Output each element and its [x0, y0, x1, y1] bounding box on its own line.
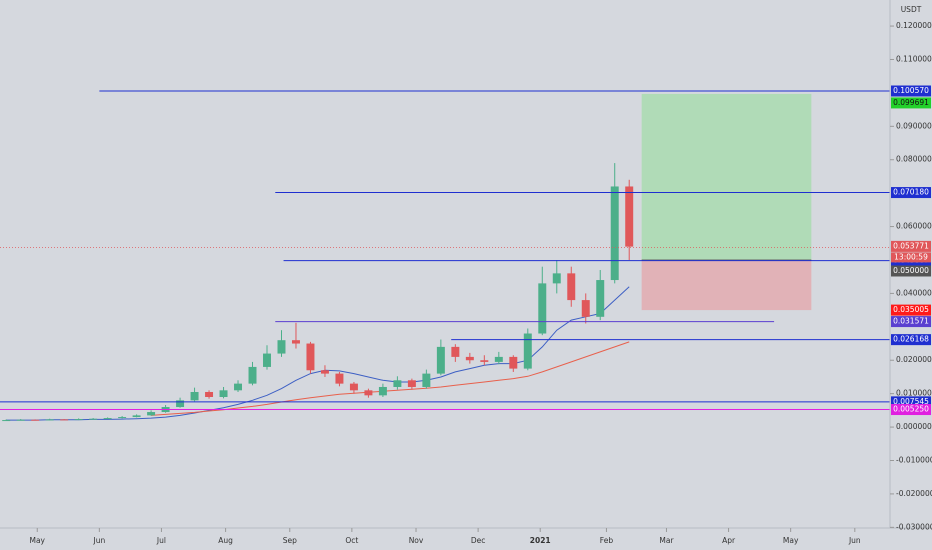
candle-body: [16, 419, 25, 421]
x-tick-label: Aug: [218, 536, 233, 545]
candle-body: [480, 360, 489, 362]
y-tick-label: 0.080000: [896, 155, 932, 164]
x-tick-label: Jun: [848, 536, 861, 545]
last-price-box: [891, 240, 931, 252]
entry-label-box: [891, 265, 931, 277]
level-label-box: [891, 404, 931, 416]
candle-body: [234, 383, 243, 391]
x-tick-label: Sep: [283, 536, 297, 545]
last-price-text: 0.053771: [893, 241, 929, 250]
candle-body: [176, 400, 185, 408]
candle-body: [407, 380, 416, 387]
entry-label-text: 0.050000: [893, 266, 929, 275]
candle-body: [378, 386, 387, 396]
y-tick-label: 0.060000: [896, 222, 932, 231]
x-tick-label: Dec: [471, 536, 486, 545]
candle-body: [364, 390, 373, 396]
x-tick-label: Mar: [659, 536, 674, 545]
candle-body: [552, 273, 561, 284]
y-tick-label: 0.040000: [896, 288, 932, 297]
candle-body: [205, 391, 214, 398]
candle-body: [393, 380, 402, 387]
candle-body: [596, 280, 605, 317]
level-label-text: 0.031571: [893, 317, 929, 326]
candle-body: [422, 373, 431, 387]
candle-body: [465, 356, 474, 361]
candle-body: [567, 273, 576, 301]
candle-body: [2, 420, 11, 422]
candle-body: [610, 186, 619, 281]
candle-body: [494, 356, 503, 362]
x-tick-label: May: [783, 536, 799, 545]
x-tick-label: May: [29, 536, 45, 545]
level-label-text: 0.026168: [893, 335, 929, 344]
level-label-box: [891, 316, 931, 328]
candle-body: [45, 419, 54, 421]
level-label-text: 0.005250: [893, 405, 929, 414]
candle-body: [31, 419, 40, 421]
candle-body: [436, 346, 445, 374]
candle-body: [349, 383, 358, 391]
candle-body: [89, 418, 98, 420]
candle-body: [219, 390, 228, 398]
countdown-box: [891, 252, 931, 263]
profit-zone: [641, 93, 812, 260]
y-tick-label: -0.010000: [896, 455, 932, 464]
level-label-text: 0.070180: [893, 188, 929, 197]
candle-body: [132, 415, 141, 418]
y-tick-label: 0.110000: [896, 54, 932, 63]
candle-body: [74, 419, 83, 421]
candle-body: [451, 346, 460, 357]
candle-body: [523, 333, 532, 369]
candle-body: [263, 353, 271, 367]
x-tick-label: 2021: [530, 536, 551, 545]
candle-body: [291, 340, 300, 344]
target-label-box: [891, 97, 931, 109]
candle-body: [320, 370, 329, 374]
y-tick-label: -0.020000: [896, 489, 932, 498]
candle-body: [509, 356, 518, 369]
plot-area: [0, 90, 890, 422]
y-tick-label: 0.090000: [896, 121, 932, 130]
candle-body: [190, 391, 199, 401]
candle-body: [306, 343, 315, 371]
countdown-text: 13:00:59: [894, 252, 928, 261]
target-label-text: 0.099691: [893, 98, 929, 107]
stop-label-box: [891, 304, 931, 316]
moving-average: [151, 341, 630, 416]
level-label-box: [891, 187, 931, 199]
x-tick-label: Oct: [345, 536, 358, 545]
candle-body: [581, 300, 590, 317]
unit-label: USDT: [901, 5, 922, 14]
loss-zone: [641, 259, 812, 311]
x-tick-label: Nov: [409, 536, 424, 545]
level-label-text: 0.100570: [893, 86, 929, 95]
candle-body: [538, 283, 547, 334]
level-label-box: [891, 396, 931, 408]
level-label-box: [891, 334, 931, 346]
candle-body: [147, 412, 156, 416]
candle-body: [248, 366, 257, 384]
y-tick-label: 0.120000: [896, 21, 932, 30]
candle-body: [118, 417, 127, 419]
y-tick-label: 0.020000: [896, 355, 932, 364]
x-tick-label: Apr: [722, 536, 736, 545]
x-tick-label: Feb: [600, 536, 614, 545]
candle-body: [335, 373, 344, 384]
y-tick-label: 0.000000: [896, 422, 932, 431]
stop-label-text: 0.035005: [893, 305, 929, 314]
level-label-text: 0.007545: [893, 397, 929, 406]
x-tick-label: Jul: [156, 536, 166, 545]
y-tick-label: -0.030000: [896, 522, 932, 531]
x-tick-label: Jun: [92, 536, 105, 545]
candle-body: [103, 418, 112, 420]
y-tick-label: 0.010000: [896, 389, 932, 398]
candle-body: [625, 186, 634, 247]
candle-body: [277, 340, 286, 354]
candle-body: [60, 419, 69, 421]
level-label-box: [891, 85, 931, 97]
